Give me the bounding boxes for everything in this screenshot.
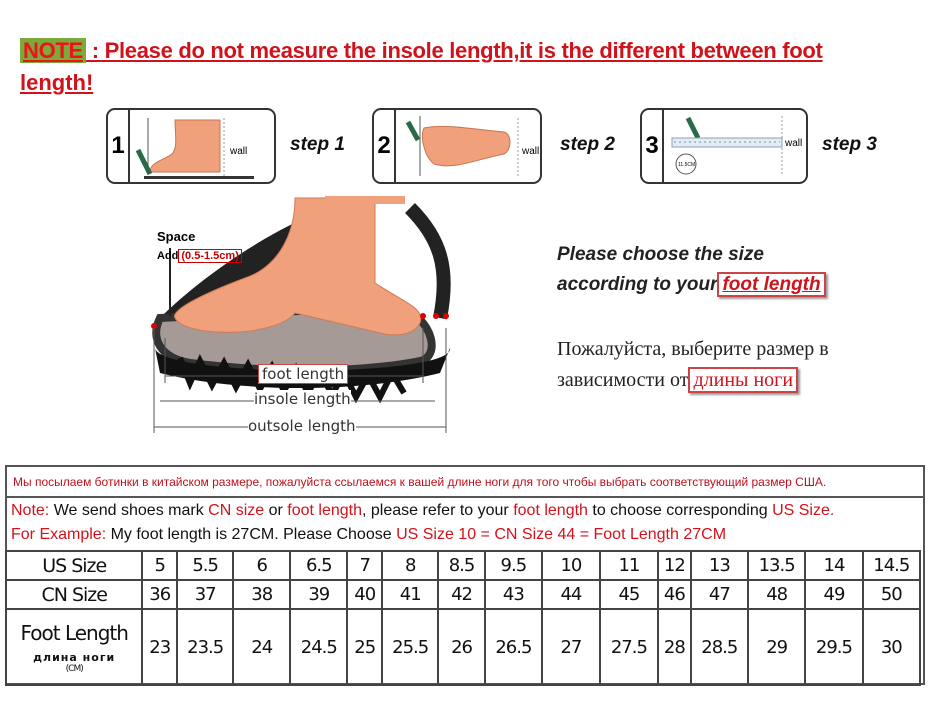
us-size-cell: 11: [598, 550, 660, 581]
foot-top-icon: wall: [405, 116, 539, 176]
step-2-label: step 2: [560, 134, 615, 155]
fl-size-cell: 29.5: [804, 608, 864, 686]
step-number: 3: [642, 110, 664, 182]
choose-size-text: Please choose the size: [557, 244, 764, 265]
us-size-cell: 14.5: [861, 550, 922, 581]
svg-text:wall: wall: [784, 138, 802, 149]
fl-size-cell: 26: [437, 608, 486, 686]
fl-size-cell: 30: [861, 608, 922, 686]
us-size-cell: 12: [657, 550, 692, 581]
note-text: : Please do not measure the insole lengt…: [85, 38, 823, 63]
russian-choose-text-2: зависимости от длины ноги: [557, 367, 799, 393]
us-size-label: US Size: [4, 550, 144, 581]
fl-size-cell: 27: [541, 608, 601, 686]
step-2-box: 2 wall: [372, 108, 542, 184]
note-text-2: length!: [20, 70, 94, 95]
foot-length-highlight: foot length: [717, 272, 826, 297]
wall-label: wall: [229, 146, 247, 157]
us-size-cell: 13.5: [746, 550, 807, 581]
fl-size-cell: 23: [141, 608, 179, 686]
us-size-cell: 14: [804, 550, 864, 581]
fl-size-cell: 25.5: [381, 608, 440, 686]
russian-choose-text: Пожалуйста, выберите размер в: [557, 338, 829, 360]
cn-size-cell: 43: [483, 579, 544, 610]
step-1-label: step 1: [290, 134, 345, 155]
us-size-cell: 6: [232, 550, 292, 581]
note-tag: NOTE: [20, 38, 86, 63]
cn-size-cell: 39: [289, 579, 349, 610]
cn-size-label: CN Size: [4, 579, 144, 610]
cn-size-cell: 36: [141, 579, 179, 610]
fl-size-cell: 25: [346, 608, 384, 686]
us-size-cell: 9.5: [483, 550, 544, 581]
us-size-cell: 10: [541, 550, 601, 581]
foot-side-icon: wall: [135, 118, 254, 179]
cn-size-cell: 49: [804, 579, 864, 610]
cn-size-cell: 47: [689, 579, 749, 610]
us-size-cell: 13: [689, 550, 749, 581]
fl-size-cell: 29: [746, 608, 807, 686]
russian-note: Мы посылаем ботинки в китайском размере,…: [7, 467, 923, 498]
step-3-box: 3 wall 11.5CM: [640, 108, 808, 184]
fl-size-cell: 26.5: [483, 608, 544, 686]
size-chart: Мы посылаем ботинки в китайском размере,…: [4, 465, 925, 686]
foot-length-label: foot length: [258, 364, 349, 384]
insole-length-label: insole length: [254, 390, 351, 408]
fl-size-cell: 24: [232, 608, 292, 686]
foot-length-label-cell: Foot Length длина ноги (CM): [4, 608, 144, 686]
size-table: US Size 5 5.5 6 6.5 7 8 8.5 9.5 10 11 12 13 13.5 14 14.…: [4, 550, 922, 686]
cn-size-cell: 50: [861, 579, 922, 610]
cn-size-cell: 38: [232, 579, 292, 610]
ruler-reading: 11.5CM: [678, 162, 695, 168]
space-label: Space: [157, 229, 196, 244]
step-3-label: step 3: [822, 134, 877, 155]
us-size-cell: 5: [141, 550, 179, 581]
cn-size-cell: 40: [346, 579, 384, 610]
choose-size-text-2: according to your foot length: [557, 272, 826, 297]
us-size-cell: 5.5: [176, 550, 235, 581]
cn-size-cell: 48: [746, 579, 807, 610]
step-number: 2: [374, 110, 396, 182]
step-1-box: 1 wall: [106, 108, 276, 184]
cn-size-cell: 46: [657, 579, 692, 610]
cn-size-cell: 42: [437, 579, 486, 610]
note-heading: NOTE : Please do not measure the insole …: [20, 36, 823, 66]
add-label: Add (0.5-1.5cm): [157, 249, 242, 263]
cn-size-cell: 44: [541, 579, 601, 610]
fl-size-cell: 28.5: [689, 608, 749, 686]
size-notes: Note: We send shoes mark CN size or foot…: [11, 499, 834, 547]
example-row: For Example: My foot length is 27CM. Ple…: [11, 526, 727, 543]
cn-size-cell: 37: [176, 579, 235, 610]
svg-text:wall: wall: [521, 146, 539, 157]
fl-size-cell: 28: [657, 608, 692, 686]
us-size-cell: 8: [381, 550, 440, 581]
shoe-foot-diagram: [151, 196, 451, 433]
note-row: Note: We send shoes mark CN size or foot…: [11, 502, 835, 519]
us-size-cell: 8.5: [437, 550, 486, 581]
russian-highlight: длины ноги: [688, 367, 799, 393]
cn-size-cell: 45: [598, 579, 660, 610]
us-size-cell: 6.5: [289, 550, 349, 581]
us-size-cell: 7: [346, 550, 384, 581]
fl-size-cell: 23.5: [176, 608, 235, 686]
ruler-icon: wall 11.5CM: [671, 116, 802, 176]
step-number: 1: [108, 110, 130, 182]
cn-size-cell: 41: [381, 579, 440, 610]
fl-size-cell: 27.5: [598, 608, 660, 686]
fl-size-cell: 24.5: [289, 608, 349, 686]
outsole-length-label: outsole length: [248, 417, 356, 435]
